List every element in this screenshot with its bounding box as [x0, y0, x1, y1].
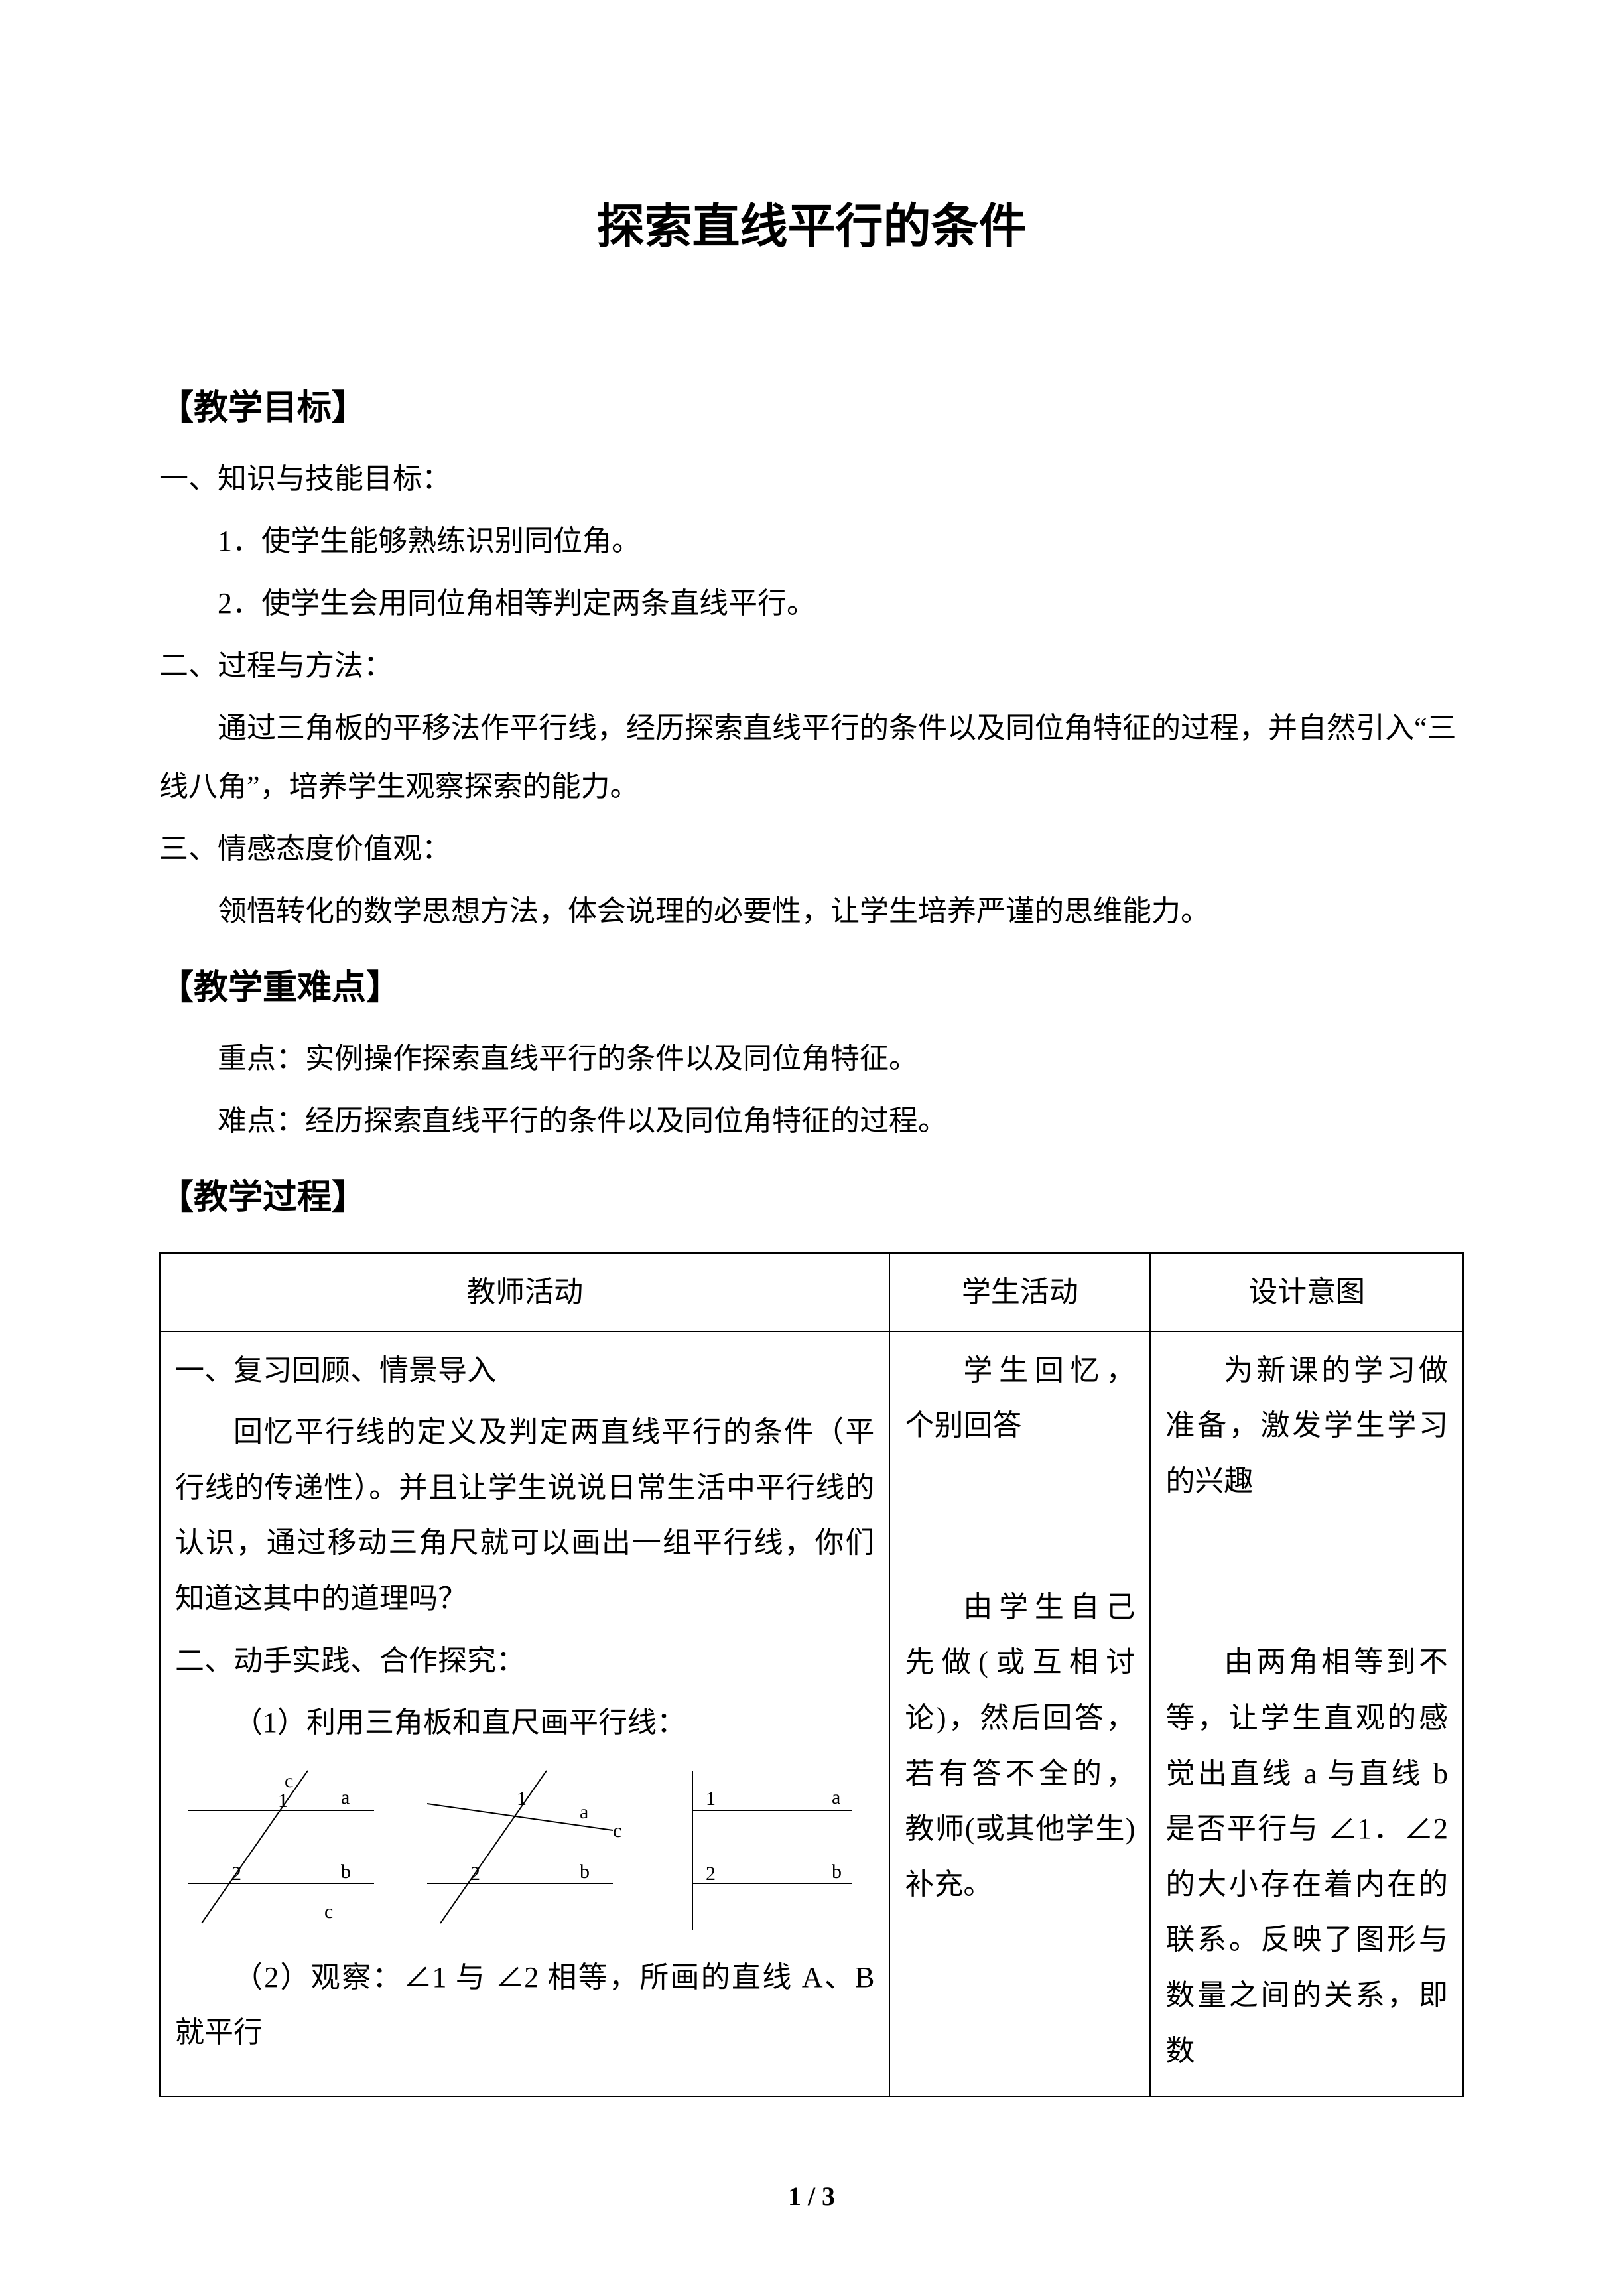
teacher-r2-item1: （1）利用三角板和直尺画平行线： [175, 1695, 874, 1751]
label-a: a [580, 1801, 588, 1823]
label-c: c [285, 1770, 293, 1792]
label-ang2: 2 [231, 1863, 241, 1885]
goals-sub1-item1: 1．使学生能够熟练识别同位角。 [159, 512, 1464, 571]
table-header-row: 教师活动 学生活动 设计意图 [160, 1253, 1463, 1331]
col-student: 学生活动 [889, 1253, 1150, 1331]
label-c2: c [324, 1901, 333, 1923]
student-r2: 由学生自己先做(或互相讨论)，然后回答，若有答不全的，教师(或其他学生)补充。 [905, 1580, 1135, 1913]
teacher-r2-head: 二、动手实践、合作探究： [175, 1633, 874, 1689]
intent-cell: 为新课的学习做准备，激发学生学习的兴趣 由两角相等到不等，让学生直观的感觉出直线… [1150, 1331, 1463, 2097]
label-a: a [832, 1787, 840, 1808]
teacher-r1-head: 一、复习回顾、情景导入 [175, 1343, 874, 1398]
student-r1: 学生回忆，个别回答 [905, 1343, 1135, 1453]
label-ang2: 2 [706, 1863, 716, 1885]
document-page: 探索直线平行的条件 【教学目标】 一、知识与技能目标： 1．使学生能够熟练识别同… [0, 0, 1623, 2296]
process-table: 教师活动 学生活动 设计意图 一、复习回顾、情景导入 回忆平行线的定义及判定两直… [159, 1252, 1464, 2097]
label-ang1: 1 [278, 1790, 288, 1812]
parallel-diagrams: c a b 1 2 c a b [175, 1764, 874, 1936]
teacher-r2-item2: （2）观察：∠1 与 ∠2 相等，所画的直线 A、B 就平行 [175, 1950, 874, 2060]
goals-heading: 【教学目标】 [159, 374, 1464, 443]
diagram-3: a b 1 2 [653, 1764, 865, 1936]
diagram-2: a b c 1 2 [414, 1764, 626, 1936]
diagram-1: c a b 1 2 c [175, 1764, 387, 1936]
col-teacher: 教师活动 [160, 1253, 889, 1331]
label-b: b [832, 1861, 842, 1883]
table-row: 一、复习回顾、情景导入 回忆平行线的定义及判定两直线平行的条件（平行线的传递性）… [160, 1331, 1463, 2097]
label-ang1: 1 [517, 1788, 527, 1810]
spacer [1165, 1515, 1448, 1635]
process-heading: 【教学过程】 [159, 1164, 1464, 1233]
label-ang1: 1 [706, 1788, 716, 1810]
goals-sub3-heading: 三、情感态度价值观： [159, 820, 1464, 878]
label-b: b [580, 1861, 590, 1883]
page-title: 探索直线平行的条件 [159, 179, 1464, 275]
goals-sub3-body: 领悟转化的数学思想方法，体会说理的必要性，让学生培养严谨的思维能力。 [159, 882, 1464, 941]
goals-sub2-body: 通过三角板的平移法作平行线，经历探索直线平行的条件以及同位角特征的过程，并自然引… [159, 699, 1464, 816]
label-c: c [613, 1820, 621, 1842]
goals-sub1-heading: 一、知识与技能目标： [159, 450, 1464, 508]
student-cell: 学生回忆，个别回答 由学生自己先做(或互相讨论)，然后回答，若有答不全的，教师(… [889, 1331, 1150, 2097]
difficulty-hard: 难点：经历探索直线平行的条件以及同位角特征的过程。 [159, 1092, 1464, 1150]
goals-sub1-item2: 2．使学生会用同位角相等判定两条直线平行。 [159, 574, 1464, 633]
difficulty-key: 重点：实例操作探索直线平行的条件以及同位角特征。 [159, 1030, 1464, 1088]
teacher-cell-1: 一、复习回顾、情景导入 回忆平行线的定义及判定两直线平行的条件（平行线的传递性）… [160, 1331, 889, 2097]
teacher-r1-body: 回忆平行线的定义及判定两直线平行的条件（平行线的传递性）。并且让学生说说日常生活… [175, 1404, 874, 1626]
label-ang2: 2 [470, 1863, 480, 1885]
goals-sub2-heading: 二、过程与方法： [159, 637, 1464, 695]
intent-r2: 由两角相等到不等，让学生直观的感觉出直线 a 与直线 b 是否平行与 ∠1．∠2… [1165, 1635, 1448, 2078]
intent-r1: 为新课的学习做准备，激发学生学习的兴趣 [1165, 1343, 1448, 1509]
difficulty-heading: 【教学重难点】 [159, 954, 1464, 1023]
label-a: a [341, 1787, 350, 1808]
page-number: 1 / 3 [0, 2170, 1623, 2223]
col-intent: 设计意图 [1150, 1253, 1463, 1331]
spacer [905, 1460, 1135, 1580]
label-b: b [341, 1861, 351, 1883]
